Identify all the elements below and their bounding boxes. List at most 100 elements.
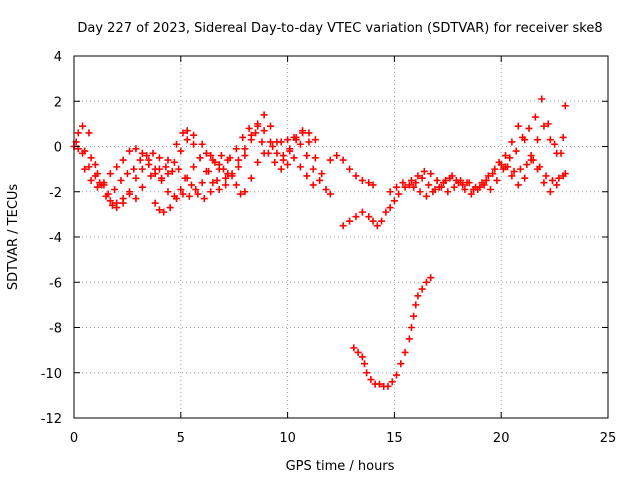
data-point: [267, 138, 275, 146]
data-point: [326, 190, 334, 198]
data-point: [213, 176, 221, 184]
data-point: [228, 170, 236, 178]
data-point: [130, 165, 138, 173]
data-point: [484, 172, 492, 180]
grid-lines: [74, 56, 608, 418]
data-point: [91, 161, 99, 169]
data-point: [501, 152, 509, 160]
data-point: [273, 149, 281, 157]
data-point: [190, 131, 198, 139]
data-point: [318, 170, 326, 178]
data-point: [138, 165, 146, 173]
data-point: [190, 163, 198, 171]
series-t9: [410, 95, 565, 200]
data-point: [410, 312, 418, 320]
y-tick-label: -10: [41, 367, 62, 382]
data-point: [506, 154, 514, 162]
data-point: [234, 156, 242, 164]
data-point: [489, 170, 497, 178]
data-point: [459, 181, 467, 189]
data-point: [100, 179, 108, 187]
data-point: [185, 192, 193, 200]
data-point: [540, 122, 548, 130]
data-point: [429, 188, 437, 196]
data-point: [375, 380, 383, 388]
data-point: [401, 183, 409, 191]
data-point: [111, 185, 119, 193]
data-point: [410, 183, 418, 191]
data-point: [303, 172, 311, 180]
data-point: [346, 217, 354, 225]
data-point: [309, 165, 317, 173]
data-point: [85, 163, 93, 171]
data-point: [386, 188, 394, 196]
data-point: [365, 213, 373, 221]
data-point: [373, 222, 381, 230]
data-point: [87, 176, 95, 184]
series-t4: [74, 120, 319, 193]
data-point: [151, 199, 159, 207]
data-point: [311, 154, 319, 162]
data-point: [418, 285, 426, 293]
data-point: [247, 174, 255, 182]
data-point: [326, 156, 334, 164]
data-point: [290, 154, 298, 162]
data-point: [369, 217, 377, 225]
data-point: [113, 163, 121, 171]
data-point: [510, 167, 518, 175]
data-point: [247, 131, 255, 139]
data-point: [365, 179, 373, 187]
data-point: [309, 181, 317, 189]
y-tick-label: 2: [54, 95, 62, 110]
data-point: [106, 197, 114, 205]
data-point: [420, 167, 428, 175]
data-point: [322, 185, 330, 193]
data-point: [237, 190, 245, 198]
y-tick-label: 0: [54, 141, 62, 156]
data-point: [559, 133, 567, 141]
data-point: [508, 172, 516, 180]
data-point: [425, 181, 433, 189]
x-tick-labels: 0 5 10 15 20 25: [70, 431, 616, 446]
data-point: [303, 152, 311, 160]
data-point: [93, 183, 101, 191]
data-point: [367, 376, 375, 384]
data-point: [519, 133, 527, 141]
x-tick-label: 20: [493, 431, 510, 446]
series-t5: [151, 152, 232, 216]
data-point: [292, 133, 300, 141]
data-point: [260, 127, 268, 135]
data-point: [414, 172, 422, 180]
data-point: [559, 172, 567, 180]
data-point: [390, 197, 398, 205]
y-tick-label: -12: [41, 412, 62, 427]
data-point: [175, 165, 183, 173]
data-point: [393, 371, 401, 379]
data-point: [378, 217, 386, 225]
data-point: [407, 324, 415, 331]
data-point: [79, 122, 87, 130]
data-point: [234, 163, 242, 171]
y-tick-label: -6: [49, 276, 62, 291]
data-point: [196, 154, 204, 162]
y-tick-label: -2: [49, 186, 62, 201]
data-point: [170, 158, 178, 166]
data-point: [224, 156, 232, 164]
data-point: [555, 174, 563, 182]
data-point: [277, 165, 285, 173]
data-point: [525, 124, 533, 132]
data-point: [448, 172, 456, 180]
data-point: [551, 140, 559, 148]
data-point: [534, 136, 542, 144]
data-point: [179, 129, 187, 137]
data-point: [296, 163, 304, 171]
data-point: [93, 170, 101, 178]
data-point: [284, 136, 292, 144]
x-tick-label: 15: [386, 431, 403, 446]
data-point: [254, 158, 262, 166]
data-point: [260, 111, 268, 119]
data-point: [85, 129, 93, 137]
data-point: [493, 176, 501, 184]
data-point: [187, 181, 195, 189]
data-point: [106, 170, 114, 178]
